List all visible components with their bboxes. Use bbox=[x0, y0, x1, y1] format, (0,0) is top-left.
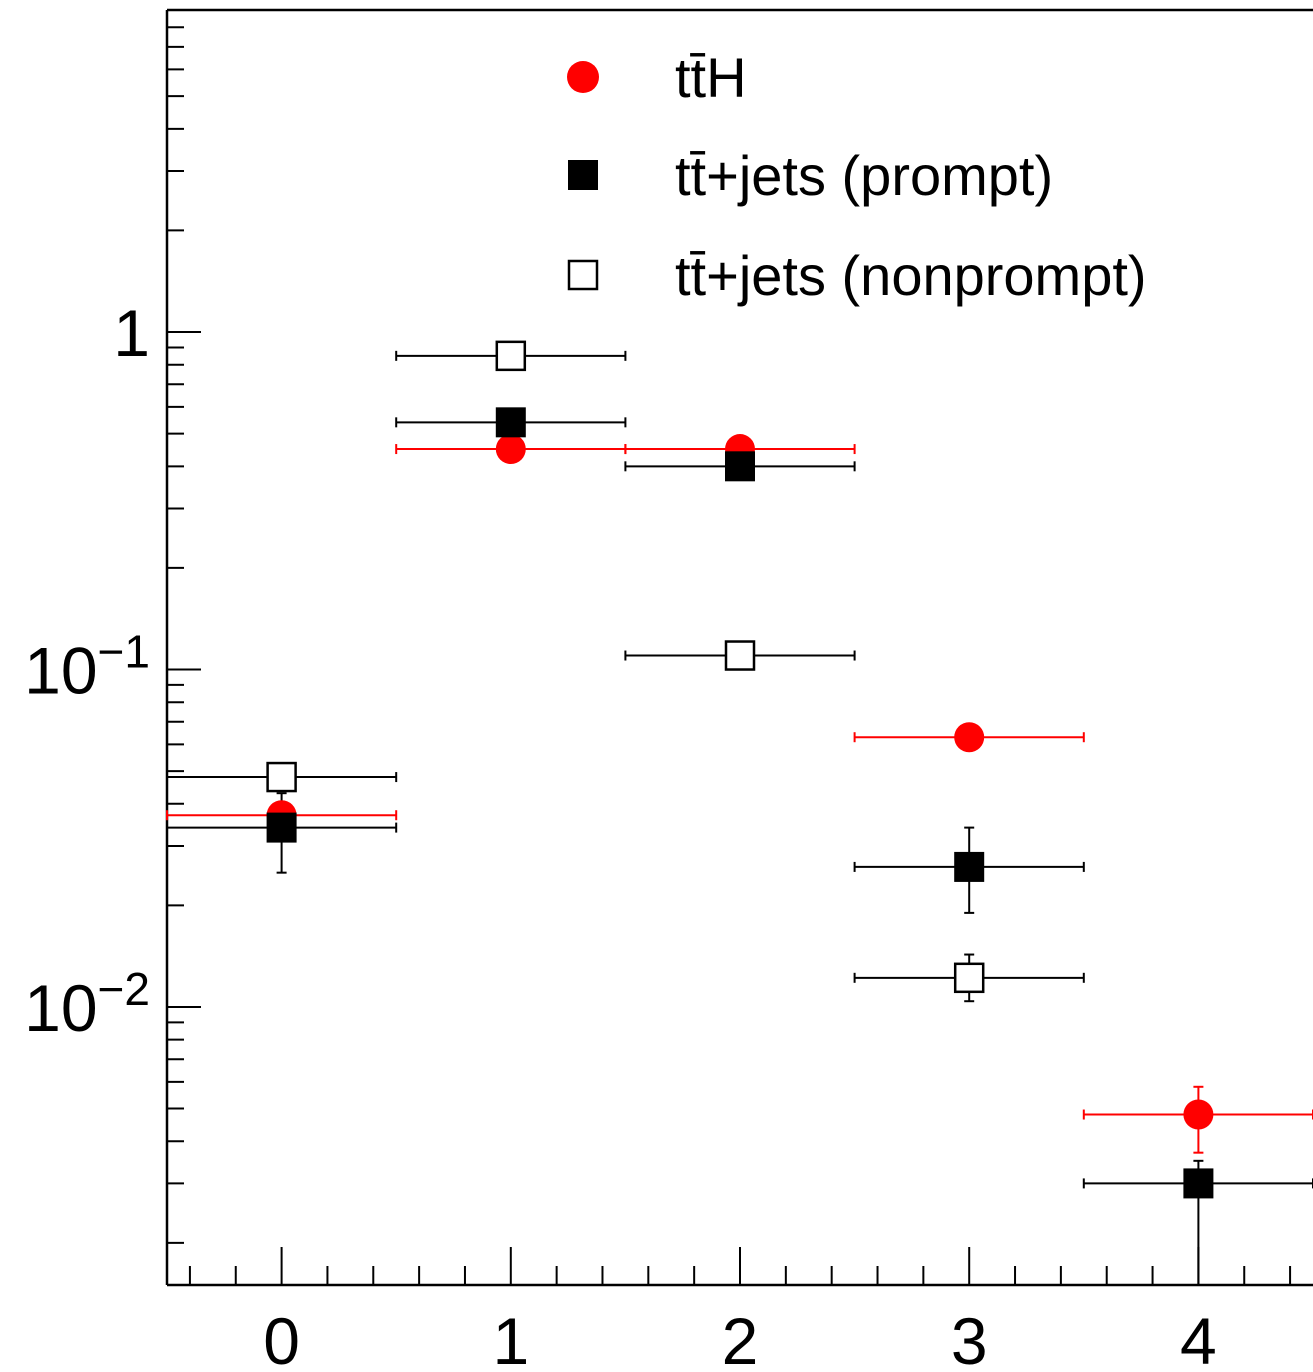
point-marker bbox=[266, 812, 297, 843]
legend-label: tt̄+jets (nonprompt) bbox=[675, 244, 1147, 307]
point-marker bbox=[725, 451, 755, 482]
y-tick-label: 10−1 bbox=[24, 625, 150, 707]
x-tick-label: 2 bbox=[722, 1304, 759, 1372]
legend: tt̄H tt̄+jets (prompt) tt̄+jets (nonprompt… bbox=[567, 46, 1147, 307]
point-marker bbox=[495, 407, 526, 438]
point-marker bbox=[954, 722, 985, 753]
point-marker bbox=[954, 851, 985, 882]
x-tick-label: 4 bbox=[1180, 1304, 1217, 1372]
errorbars bbox=[166, 350, 1313, 1285]
y-tick-label: 10−2 bbox=[24, 963, 150, 1045]
tick-labels: 0 1 2 3 4 1 10−1 10−2 bbox=[24, 296, 1217, 1372]
legend-marker bbox=[567, 259, 599, 291]
point-marker bbox=[1183, 1099, 1214, 1130]
markers bbox=[266, 340, 1214, 1199]
point-marker bbox=[495, 434, 526, 465]
legend-label: tt̄H bbox=[675, 46, 747, 109]
point-marker bbox=[1183, 1168, 1214, 1199]
point-marker bbox=[724, 640, 756, 671]
legend-marker bbox=[567, 61, 599, 93]
legend-label: tt̄+jets (prompt) bbox=[675, 144, 1053, 207]
x-tick-label: 3 bbox=[951, 1304, 988, 1372]
y-tick-label: 1 bbox=[113, 296, 150, 370]
point-marker bbox=[495, 340, 527, 372]
x-tick-label: 0 bbox=[263, 1304, 300, 1372]
x-tick-label: 1 bbox=[492, 1304, 529, 1372]
point-marker bbox=[953, 962, 985, 994]
point-marker bbox=[266, 761, 297, 793]
legend-marker bbox=[568, 160, 598, 190]
